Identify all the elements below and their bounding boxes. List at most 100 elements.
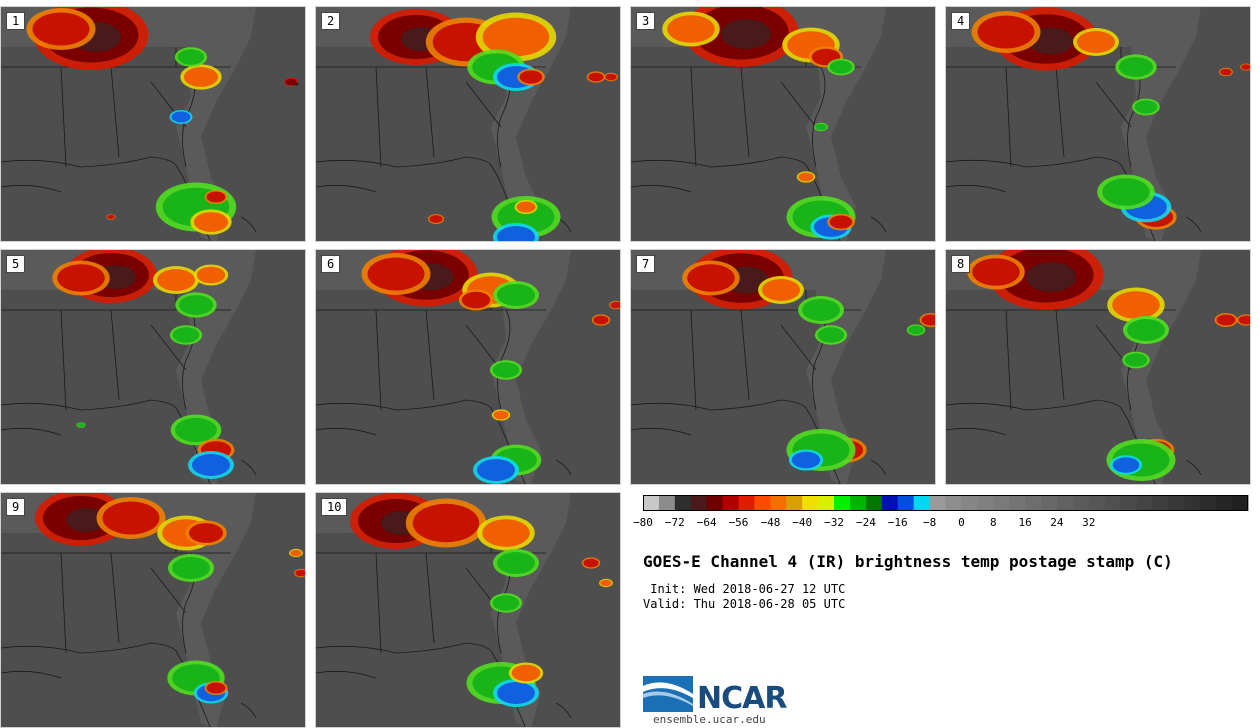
cloud-core xyxy=(610,301,620,309)
cloud-core xyxy=(177,49,205,65)
border-line xyxy=(631,156,841,241)
border-line xyxy=(497,309,511,411)
border-line xyxy=(60,552,67,654)
colorbar xyxy=(643,495,1249,511)
colorbar-swatch xyxy=(834,495,851,511)
cloud-core xyxy=(172,557,210,579)
cloud-core xyxy=(175,417,217,443)
colorbar-swatch xyxy=(1152,495,1169,511)
border-line xyxy=(740,66,750,158)
cloud-core xyxy=(492,362,520,378)
cloud-core xyxy=(32,12,90,46)
cloud-core xyxy=(461,291,491,309)
border-line xyxy=(1,184,257,233)
cloud-core xyxy=(183,67,219,87)
landmass xyxy=(316,250,571,484)
border-line xyxy=(631,184,887,233)
border-line xyxy=(740,309,750,401)
colorbar-tick-label: −32 xyxy=(824,516,845,529)
satellite-map xyxy=(631,7,935,241)
panel-number: 3 xyxy=(636,12,656,30)
border-line xyxy=(1127,66,1141,168)
colorbar-swatch xyxy=(961,495,978,511)
cloud-core xyxy=(600,579,612,587)
colorbar-swatch xyxy=(1041,495,1058,511)
colorbar-tick-label: −40 xyxy=(792,516,813,529)
panel-number: 10 xyxy=(321,498,348,516)
cloud-core xyxy=(593,315,609,325)
cloud-core xyxy=(477,459,515,481)
map-panel-7: 7 xyxy=(630,249,936,485)
colorbar-swatch xyxy=(993,495,1010,511)
border-line xyxy=(1005,66,1012,168)
border-line xyxy=(110,552,120,644)
map-panel-1: 1 xyxy=(0,6,306,242)
init-time: Init: Wed 2018-06-27 12 UTC xyxy=(643,582,846,596)
colorbar-tick-label: 24 xyxy=(1050,516,1064,529)
cloud-core xyxy=(1124,353,1148,367)
map-panel-6: 6 xyxy=(315,249,621,485)
colorbar-tick-label: −24 xyxy=(855,516,876,529)
satellite-map xyxy=(1,7,305,241)
cloud-core xyxy=(1112,457,1140,473)
map-panel-9: 9 xyxy=(0,492,306,728)
cloud-core xyxy=(1241,64,1250,70)
cloud-core xyxy=(972,258,1020,286)
border-line xyxy=(316,427,572,476)
ncar-logo-icon xyxy=(643,676,693,712)
cloud-top xyxy=(1026,262,1076,292)
colorbar-swatch xyxy=(1184,495,1201,511)
cloud-core xyxy=(516,201,536,213)
colorbar-swatch xyxy=(1104,495,1122,511)
cloud-core xyxy=(829,60,853,74)
colorbar-swatch xyxy=(929,495,946,511)
valid-time: Valid: Thu 2018-06-28 05 UTC xyxy=(643,597,846,611)
cloud-core xyxy=(817,327,845,343)
satellite-map xyxy=(631,250,935,484)
colorbar-swatch xyxy=(1232,495,1249,511)
cloud-core xyxy=(815,123,827,131)
cloud-core xyxy=(583,558,599,568)
colorbar-tick-label: 8 xyxy=(989,516,997,529)
colorbar-tick-label: −48 xyxy=(760,516,781,529)
cloud-core xyxy=(921,314,935,326)
colorbar-swatch xyxy=(1072,495,1090,511)
cloud-core xyxy=(206,682,226,694)
cloud-core xyxy=(497,226,535,241)
cloud-core xyxy=(497,552,535,574)
border-line xyxy=(150,324,187,371)
colorbar-swatch xyxy=(913,495,930,511)
colorbar-ticks: −80 −72 −64 −56 −48 −40 −32 −24 −16 −8 0 8 16 24 32 xyxy=(633,513,1248,533)
satellite-map xyxy=(316,7,620,241)
border-line xyxy=(946,184,1202,233)
panel-number: 2 xyxy=(321,12,341,30)
border-line xyxy=(375,552,382,654)
border-line xyxy=(1055,309,1065,401)
colorbar-swatch xyxy=(977,495,994,511)
logo-url: ensemble.ucar.edu xyxy=(653,713,766,726)
cloud-core xyxy=(192,454,230,476)
cloud-core xyxy=(493,410,509,420)
colorbar-swatch xyxy=(818,495,835,511)
cloud-core xyxy=(977,15,1035,49)
border-line xyxy=(425,552,435,644)
colorbar-swatch xyxy=(658,495,676,511)
cloud-core xyxy=(519,70,543,84)
cloud-core xyxy=(1134,100,1158,114)
colorbar-swatch xyxy=(945,495,962,511)
map-panel-2: 2 xyxy=(315,6,621,242)
border-line xyxy=(375,309,382,411)
cloud-core xyxy=(667,15,715,43)
border-line xyxy=(316,399,526,484)
cloud-core xyxy=(492,595,520,611)
colorbar-swatch xyxy=(1216,495,1233,511)
colorbar-swatch xyxy=(1056,495,1074,511)
colorbar-swatch xyxy=(1120,495,1137,511)
border-line xyxy=(1055,66,1065,158)
cloud-core xyxy=(171,111,191,123)
border-line xyxy=(465,81,502,128)
border-line xyxy=(425,309,435,401)
colorbar-swatch xyxy=(1088,495,1106,511)
border-line xyxy=(425,66,435,158)
cloud-core xyxy=(412,503,480,543)
